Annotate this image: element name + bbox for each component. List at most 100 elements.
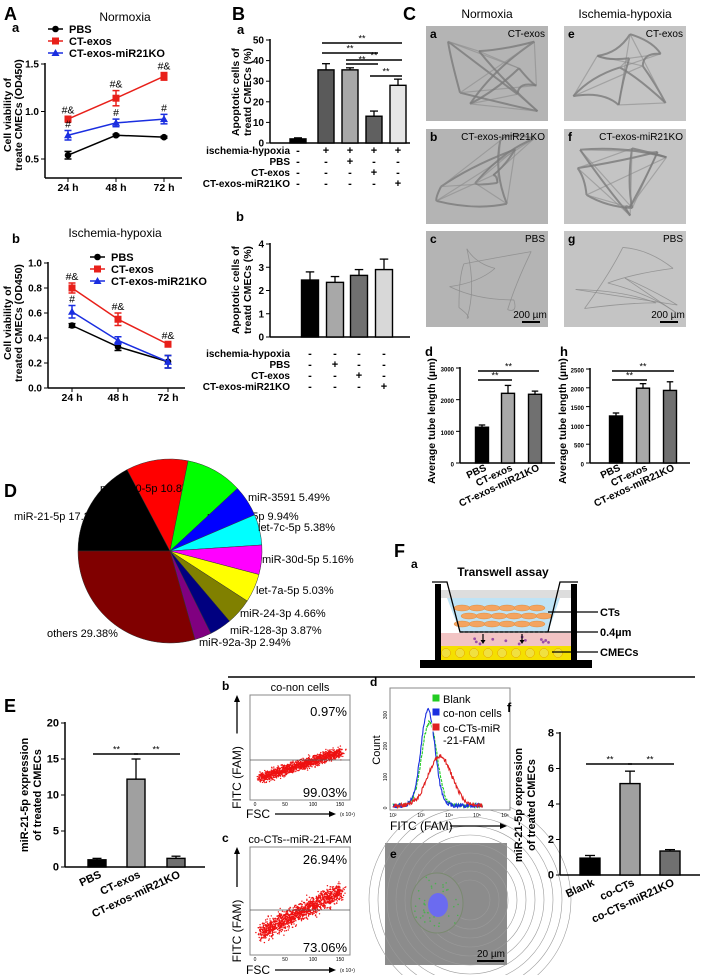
condition-label: PBS: [269, 360, 290, 371]
panel-label-d: D: [4, 481, 17, 501]
data-point: [293, 914, 296, 917]
data-point: [315, 762, 317, 764]
data-point: [280, 764, 282, 766]
data-point: [305, 914, 307, 916]
tube-network: [622, 247, 674, 269]
data-point: [270, 932, 272, 934]
data-point: [313, 757, 316, 760]
data-point: [292, 907, 294, 909]
data-point: [285, 767, 287, 769]
data-point: [320, 761, 323, 763]
significance-annotation: #&: [66, 271, 79, 283]
tube-network: [586, 194, 633, 209]
x-tick-label: 72 h: [157, 392, 178, 404]
data-point: [292, 916, 294, 918]
data-point: [303, 760, 305, 762]
significance-annotation: #&: [110, 79, 123, 91]
data-point: [272, 772, 274, 775]
data-point: [273, 931, 275, 933]
data-point: [282, 918, 285, 921]
fam-signal-dot: [433, 924, 436, 927]
significance-label: **: [346, 44, 354, 54]
marker-square: [114, 315, 122, 323]
data-point: [285, 770, 287, 772]
marker-circle: [114, 343, 122, 351]
data-point: [314, 900, 316, 902]
significance-label: **: [491, 371, 499, 381]
data-point: [323, 904, 325, 906]
data-point: [262, 780, 265, 782]
panel-label-b: B: [232, 4, 245, 24]
data-point: [298, 767, 300, 770]
data-point: [336, 886, 339, 888]
exosome-dot: [491, 637, 495, 641]
data-point: [285, 913, 287, 916]
fam-signal-dot: [425, 876, 428, 879]
y-axis-label: of treated CMECs: [526, 759, 538, 851]
data-point: [309, 903, 311, 906]
data-point: [314, 911, 317, 913]
tube-network: [496, 140, 501, 183]
y-tick-label: 0: [548, 870, 554, 882]
ct-cell: [498, 604, 516, 612]
data-point: [282, 765, 284, 767]
data-point: [312, 756, 314, 758]
data-point: [296, 763, 298, 765]
data-point: [300, 902, 302, 905]
data-point: [331, 749, 333, 751]
data-point: [258, 775, 260, 777]
x-tick-label: 150: [336, 802, 345, 808]
data-point: [321, 756, 324, 758]
condition-sign: -: [296, 156, 300, 168]
scatter-plot-Fb: b co-non cells 0.97% 99.03% FITC (FAM)FSC (x …: [222, 679, 355, 821]
data-point: [321, 890, 324, 892]
data-point: [276, 915, 278, 917]
data-point: [341, 889, 343, 891]
data-point: [310, 897, 312, 899]
data-point: [294, 925, 297, 927]
data-point: [259, 781, 262, 783]
chart-sublabel: d: [425, 344, 433, 359]
data-point: [259, 924, 261, 926]
cmec-cell: [441, 648, 451, 658]
x-tick-label: 48 h: [105, 182, 126, 194]
data-point: [329, 907, 331, 910]
data-point: [273, 926, 275, 928]
y-tick-label: 100: [383, 773, 389, 782]
y-tick-label: 2000: [571, 387, 585, 393]
data-point: [307, 912, 309, 915]
tube-network: [499, 134, 535, 142]
data-point: [302, 768, 305, 770]
data-point: [297, 907, 300, 909]
arrowhead-icon: [329, 811, 336, 817]
arrowhead-icon: [480, 640, 486, 644]
data-point: [319, 895, 321, 898]
fam-signal-dot: [442, 886, 444, 888]
y-axis-label: Apoptotic cells of: [230, 245, 242, 334]
condition-sign: +: [371, 145, 377, 157]
data-point: [279, 929, 281, 932]
data-point: [278, 929, 280, 932]
tube-network: [629, 33, 667, 104]
data-point: [272, 934, 274, 936]
data-point: [290, 761, 292, 763]
data-point: [314, 908, 316, 910]
ct-cell: [490, 612, 508, 620]
data-point: [263, 774, 265, 777]
data-point: [267, 929, 269, 932]
data-point: [332, 899, 334, 902]
scale-bar-label: 200 µm: [651, 310, 685, 321]
condition-sign: -: [382, 348, 386, 360]
cmec-cell: [553, 648, 563, 658]
significance-annotation: #&: [112, 301, 125, 313]
data-point: [264, 935, 266, 937]
data-point: [310, 765, 312, 767]
data-point: [268, 938, 270, 940]
condition-sign: +: [323, 145, 329, 157]
data-point: [306, 894, 308, 896]
interference-ring: [404, 834, 536, 966]
fam-signal-dot: [447, 915, 450, 917]
pie-slice-label: let-7a-5p 5.03%: [256, 585, 334, 597]
e-scale-bar-label: 20 µm: [477, 949, 505, 960]
data-point: [327, 892, 330, 894]
